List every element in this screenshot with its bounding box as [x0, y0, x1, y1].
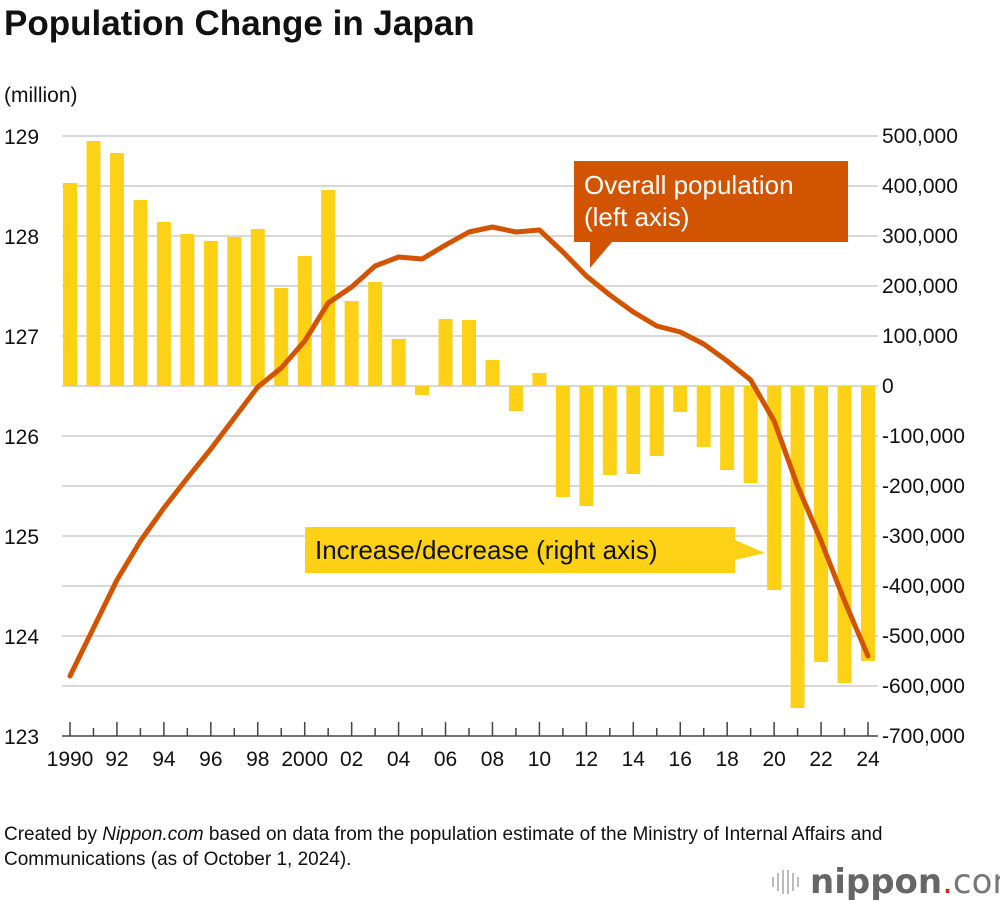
x-tick-label: 20	[762, 748, 785, 771]
bar	[227, 237, 242, 386]
right-tick-label: 300,000	[882, 225, 958, 248]
bar	[180, 234, 195, 386]
left-tick-label: 125	[4, 526, 39, 549]
right-tick-label: -500,000	[882, 625, 965, 648]
bar	[203, 241, 218, 386]
right-tick-label: 200,000	[882, 275, 958, 298]
bar	[321, 190, 336, 386]
bar-callout: Increase/decrease (right axis)	[305, 527, 735, 573]
bar	[649, 386, 664, 456]
right-tick-label: -600,000	[882, 675, 965, 698]
line-callout-l2: (left axis)	[584, 202, 690, 232]
note-pre: Created by	[4, 824, 103, 845]
bar	[837, 386, 852, 683]
line-callout-pointer	[590, 242, 612, 268]
x-tick-label: 02	[340, 748, 363, 771]
right-tick-label: -100,000	[882, 425, 965, 448]
bar	[508, 386, 523, 411]
bar-callout-pointer	[735, 540, 765, 560]
right-tick-label: 100,000	[882, 325, 958, 348]
bar	[720, 386, 735, 470]
bar	[438, 319, 453, 386]
bar	[344, 301, 359, 386]
x-tick-label: 08	[481, 748, 504, 771]
x-tick-label: 10	[528, 748, 551, 771]
bar	[696, 386, 711, 447]
left-tick-label: 123	[4, 726, 39, 749]
bar	[743, 386, 758, 483]
bar	[368, 282, 383, 386]
left-tick-label: 126	[4, 426, 39, 449]
x-tick-label: 24	[856, 748, 880, 771]
bar	[297, 256, 312, 386]
bar	[602, 386, 617, 475]
note-em: Nippon.com	[102, 824, 204, 845]
x-tick-label: 94	[152, 748, 176, 771]
bar	[86, 141, 101, 386]
right-tick-label: -200,000	[882, 475, 965, 498]
bar	[462, 320, 476, 386]
bar	[415, 386, 430, 395]
source-note: Created by Nippon.com based on data from…	[4, 822, 1000, 872]
x-tick-label: 14	[622, 748, 646, 771]
right-tick-label: -400,000	[882, 575, 965, 598]
right-tick-label: -700,000	[882, 725, 965, 748]
line-callout-l1: Overall population	[584, 170, 794, 200]
population-line	[67, 224, 871, 679]
x-tick-label: 1990	[47, 748, 94, 771]
bar	[555, 386, 570, 497]
x-tick-label: 98	[246, 748, 269, 771]
bar	[861, 386, 875, 661]
x-tick-label: 18	[715, 748, 738, 771]
bar	[63, 183, 77, 386]
x-tick-label: 06	[434, 748, 457, 771]
right-tick-label: 0	[882, 375, 894, 398]
right-tick-label: 500,000	[882, 125, 958, 148]
right-tick-label: 400,000	[882, 175, 958, 198]
chart-title: Population Change in Japan	[4, 4, 475, 43]
left-axis-unit: (million)	[4, 84, 78, 107]
note-post: based on data from the population estima…	[4, 824, 883, 870]
x-tick-label: 12	[575, 748, 598, 771]
right-tick-label: -300,000	[882, 525, 965, 548]
left-tick-label: 124	[4, 626, 39, 649]
nippon-logo: nippon.com	[772, 862, 1000, 902]
bar	[391, 339, 406, 386]
bar	[156, 222, 171, 386]
bar	[790, 386, 805, 708]
x-tick-label: 16	[669, 748, 692, 771]
logo-bars-icon	[772, 870, 799, 894]
left-tick-label: 129	[4, 126, 39, 149]
bar	[532, 373, 547, 386]
x-tick-label: 04	[387, 748, 411, 771]
x-tick-label: 96	[199, 748, 222, 771]
bar	[579, 386, 594, 506]
bar	[109, 153, 124, 386]
bar	[250, 229, 265, 386]
x-tick-label: 22	[809, 748, 832, 771]
bar	[133, 200, 148, 386]
bar	[673, 386, 688, 412]
line-callout: Overall population (left axis)	[574, 161, 848, 242]
bar	[814, 386, 829, 662]
bar	[485, 360, 500, 386]
bar	[626, 386, 641, 474]
left-tick-label: 128	[4, 226, 39, 249]
x-tick-label: 2000	[281, 748, 328, 771]
left-tick-label: 127	[4, 326, 39, 349]
x-tick-label: 92	[105, 748, 128, 771]
